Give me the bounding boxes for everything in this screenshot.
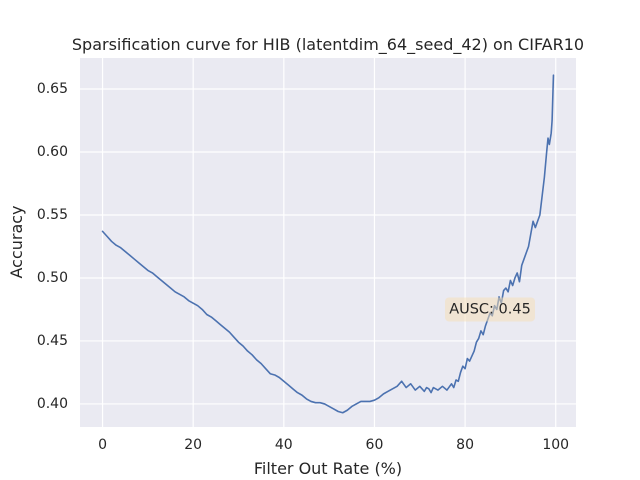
y-tick-label: 0.40 xyxy=(37,396,68,412)
x-tick-label: 100 xyxy=(542,437,569,453)
x-axis-label: Filter Out Rate (%) xyxy=(254,459,402,478)
y-tick-label: 0.45 xyxy=(37,333,68,349)
y-tick-label: 0.65 xyxy=(37,81,68,97)
x-tick-label: 0 xyxy=(98,437,107,453)
gridlines xyxy=(80,58,576,427)
y-tick-label: 0.60 xyxy=(37,144,68,160)
x-tick-label: 20 xyxy=(184,437,202,453)
x-tick-label: 40 xyxy=(275,437,293,453)
y-tick-label: 0.55 xyxy=(37,207,68,223)
annotation-text: AUSC: 0.45 xyxy=(449,301,531,317)
plot-area xyxy=(80,58,576,427)
y-tick-label: 0.50 xyxy=(37,270,68,286)
y-axis-ticks: 0.40 0.45 0.50 0.55 0.60 0.65 xyxy=(37,81,68,412)
y-axis-label: Accuracy xyxy=(7,205,26,278)
series-line xyxy=(101,74,555,414)
chart-title: Sparsification curve for HIB (latentdim_… xyxy=(72,35,584,55)
annotation: AUSC: 0.45 xyxy=(445,297,536,322)
annotation-box xyxy=(445,297,536,322)
line-layer xyxy=(101,74,555,414)
x-tick-label: 60 xyxy=(366,437,384,453)
x-tick-label: 80 xyxy=(456,437,474,453)
x-axis-ticks: 0 20 40 60 80 100 xyxy=(98,437,569,453)
